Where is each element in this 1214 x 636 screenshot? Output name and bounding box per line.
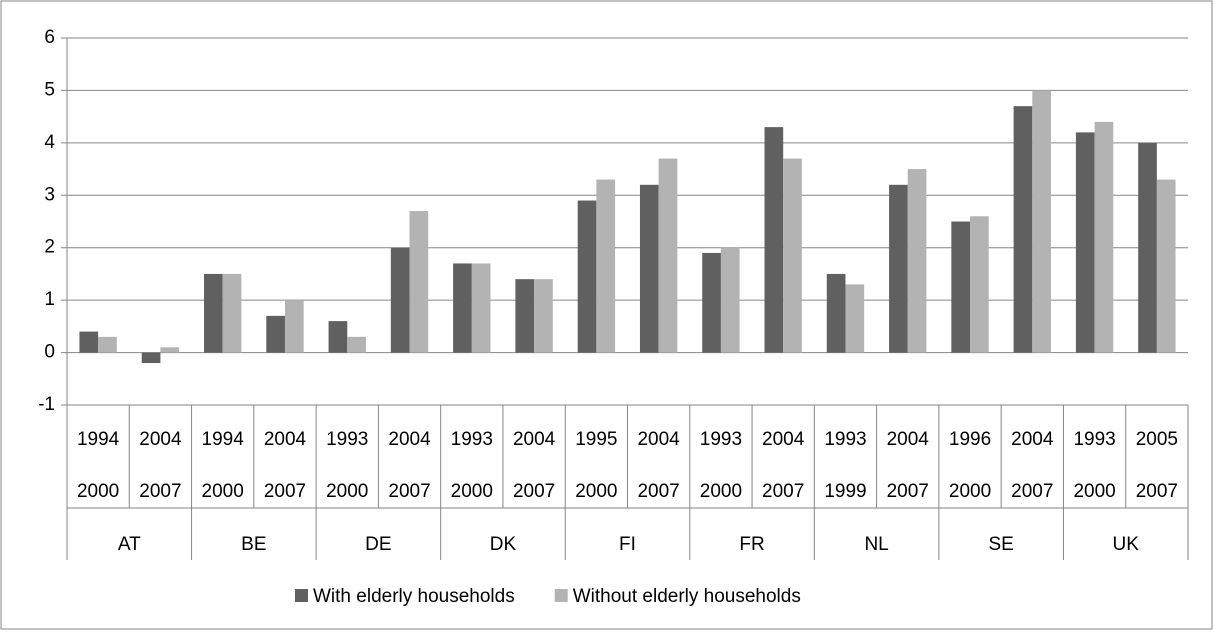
x-tick-label: 2004 <box>513 429 556 450</box>
x-tick-label: 1994 <box>77 429 120 450</box>
bar <box>1013 106 1033 353</box>
bar <box>204 273 223 353</box>
group-label: FR <box>739 534 764 555</box>
x-tick-label: 2004 <box>637 429 680 450</box>
bar <box>471 263 491 353</box>
group-label: NL <box>864 534 888 555</box>
x-tick-label: 2007 <box>1136 481 1178 502</box>
x-tick-label: 1996 <box>949 429 991 450</box>
x-tick-label: 2007 <box>1011 481 1053 502</box>
x-tick-label: 1999 <box>824 481 866 502</box>
legend-swatch <box>554 589 568 602</box>
bar <box>1156 179 1176 353</box>
bar <box>222 273 242 353</box>
group-label: BE <box>241 534 266 555</box>
bar <box>1032 90 1051 353</box>
bar <box>826 273 846 353</box>
bar <box>284 300 304 353</box>
bar <box>596 179 616 353</box>
legend-label: With elderly households <box>313 586 515 607</box>
x-tick-label: 1993 <box>824 429 866 450</box>
bar <box>764 127 784 353</box>
x-tick-label: 2004 <box>762 429 805 450</box>
y-tick-label: 3 <box>44 184 55 205</box>
x-tick-label: 1995 <box>575 429 617 450</box>
bar <box>347 336 366 353</box>
bar <box>951 221 971 353</box>
bar <box>1138 142 1157 353</box>
x-tick-label: 1993 <box>326 429 368 450</box>
x-tick-label: 2000 <box>451 481 493 502</box>
group-label: UK <box>1113 534 1140 555</box>
x-tick-label: 1993 <box>451 429 493 450</box>
bar <box>141 352 161 364</box>
bar <box>907 169 927 353</box>
bar <box>845 284 865 353</box>
bar <box>79 331 99 353</box>
bar <box>453 263 472 353</box>
x-tick-label: 2004 <box>388 429 431 450</box>
y-tick-label: 4 <box>44 132 55 153</box>
x-tick-label: 1993 <box>700 429 742 450</box>
x-tick-label: 2000 <box>949 481 991 502</box>
group-label: AT <box>118 534 141 555</box>
bar <box>328 321 348 353</box>
x-tick-label: 2000 <box>700 481 742 502</box>
group-label: FI <box>619 534 636 555</box>
y-tick-label: 5 <box>44 79 55 100</box>
x-tick-label: 2004 <box>139 429 182 450</box>
x-tick-label: 2000 <box>77 481 119 502</box>
bar <box>889 184 908 353</box>
bar <box>658 158 678 353</box>
x-tick-label: 2000 <box>575 481 617 502</box>
bar <box>1094 121 1114 353</box>
legend-label: Without elderly households <box>573 586 801 607</box>
bar <box>702 252 721 353</box>
bar <box>783 158 802 353</box>
x-tick-label: 1993 <box>1073 429 1115 450</box>
bar <box>639 184 659 353</box>
x-tick-label: 2000 <box>326 481 368 502</box>
x-tick-label: 2007 <box>388 481 430 502</box>
bar <box>390 247 410 353</box>
x-tick-label: 2000 <box>202 481 244 502</box>
x-tick-label: 2007 <box>887 481 929 502</box>
bar <box>534 279 553 353</box>
bar <box>577 200 597 353</box>
y-tick-label: 0 <box>44 342 55 363</box>
bar <box>515 279 535 353</box>
group-label: DE <box>365 534 391 555</box>
x-tick-label: 2007 <box>264 481 306 502</box>
bar <box>98 336 117 353</box>
y-tick-label: -1 <box>38 394 55 415</box>
x-tick-label: 2004 <box>1011 429 1054 450</box>
bar <box>160 347 180 353</box>
bar <box>1075 132 1095 353</box>
bar <box>720 247 740 353</box>
bar <box>409 211 429 353</box>
group-label: DK <box>490 534 517 555</box>
bar <box>970 216 989 353</box>
x-tick-label: 2004 <box>887 429 930 450</box>
x-tick-label: 2007 <box>139 481 181 502</box>
y-tick-label: 1 <box>44 289 55 310</box>
x-tick-label: 2007 <box>513 481 555 502</box>
group-label: SE <box>988 534 1013 555</box>
x-tick-label: 2007 <box>637 481 679 502</box>
y-tick-label: 6 <box>44 27 55 48</box>
x-tick-label: 2005 <box>1136 429 1178 450</box>
x-tick-label: 2004 <box>264 429 307 450</box>
y-tick-label: 2 <box>44 237 55 258</box>
x-tick-label: 2000 <box>1073 481 1115 502</box>
legend-swatch <box>295 589 308 602</box>
x-tick-label: 1994 <box>202 429 245 450</box>
x-tick-label: 2007 <box>762 481 804 502</box>
bar <box>266 315 285 353</box>
